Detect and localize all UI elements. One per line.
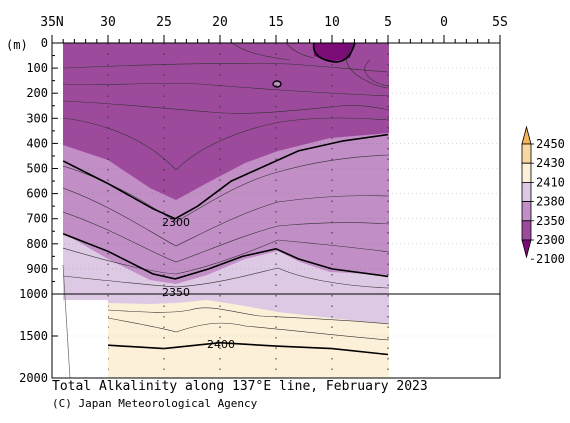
colorbar-segment — [521, 162, 532, 183]
colorbar-label: 2380 — [536, 195, 565, 209]
colorbar-label: 2350 — [536, 214, 565, 228]
y-tick-label: 700 — [26, 212, 48, 226]
thin-contour — [63, 239, 389, 275]
y-tick-label: 600 — [26, 187, 48, 201]
x-tick-label: 10 — [324, 15, 340, 30]
band-2100-2300 — [63, 43, 389, 200]
y-axis: 0 100 200 300 400 500 600 700 800 900 1000 1500 2000 — [19, 36, 500, 385]
x-tick-label: 0 — [440, 15, 448, 30]
y-tick-label: 900 — [26, 262, 48, 276]
contour-label-2350: 2350 — [162, 286, 190, 299]
x-tick-label: 20 — [212, 15, 228, 30]
thin-contour — [63, 187, 389, 247]
y-tick-label: 800 — [26, 237, 48, 251]
contour-2100 — [312, 43, 356, 63]
colorbar-segment — [521, 220, 532, 241]
colorbar-label: 2450 — [536, 137, 565, 151]
y-tick-label: 400 — [26, 136, 48, 150]
x-tick-label: 5 — [384, 15, 392, 30]
y-tick-label: 500 — [26, 162, 48, 176]
contour-2300 — [63, 133, 389, 220]
colorbar-cap-bottom — [521, 239, 532, 259]
edge-line — [62, 264, 71, 379]
thin-contours — [63, 43, 389, 341]
thin-contour — [63, 83, 389, 97]
colorbar-label: 2430 — [536, 156, 565, 170]
colorbar: 2450 2430 2410 2380 2350 2300 2100 — [521, 125, 565, 266]
colorbar-label: 2100 — [536, 252, 565, 266]
chart-credit: (C) Japan Meteorological Agency — [52, 397, 258, 410]
thin-contour — [346, 43, 389, 89]
no-data-wedge — [63, 300, 108, 378]
band-2380-2410 — [63, 296, 389, 378]
y-unit-label: (m) — [6, 38, 28, 52]
contour-label-2300: 2300 — [162, 216, 190, 229]
contour-label-group: 2300 2350 2400 — [162, 216, 235, 351]
colorbar-segment — [521, 181, 532, 202]
thin-contour — [231, 43, 291, 61]
x-tick-label: 25 — [156, 15, 172, 30]
contour-2400 — [107, 341, 389, 356]
colorbar-label: 2300 — [536, 233, 565, 247]
contour-eddy — [272, 80, 282, 88]
bold-contours — [63, 133, 389, 356]
y-tick-label: 100 — [26, 61, 48, 75]
colorbar-segment — [521, 201, 532, 222]
thin-contour — [107, 307, 389, 325]
y-tick-label: 0 — [41, 36, 48, 50]
x-tick-label: 30 — [100, 15, 116, 30]
x-axis: 35N 30 25 20 15 10 5 0 5S — [40, 15, 508, 43]
x-tick-label: 5S — [492, 15, 508, 30]
band-below-2100 — [314, 43, 355, 62]
y-tick-label: 200 — [26, 86, 48, 100]
colorbar-segment — [521, 143, 532, 164]
y-tick-label: 2000 — [19, 371, 48, 385]
contour-fill-layer — [63, 43, 389, 378]
thin-contour — [107, 317, 389, 341]
band-2350-2380-deep — [63, 296, 389, 324]
thin-contour — [63, 267, 389, 289]
chart-title: Total Alkalinity along 137°E line, Febru… — [52, 379, 428, 394]
y-tick-label: 1500 — [19, 329, 48, 343]
thin-contour — [63, 154, 389, 223]
thin-contour — [63, 211, 389, 263]
colorbar-cap-top — [521, 125, 532, 145]
y-tick-label: 1000 — [19, 287, 48, 301]
thin-contour — [63, 100, 389, 114]
x-tick-label: 35N — [40, 15, 63, 30]
y-tick-label: 300 — [26, 111, 48, 125]
thin-contour — [63, 117, 389, 171]
band-2350-2380 — [63, 233, 389, 296]
colorbar-label: 2410 — [536, 175, 565, 189]
contour-2350 — [63, 233, 389, 280]
contour-label-2400: 2400 — [207, 338, 235, 351]
x-tick-label: 15 — [268, 15, 284, 30]
thin-contour — [285, 43, 315, 59]
